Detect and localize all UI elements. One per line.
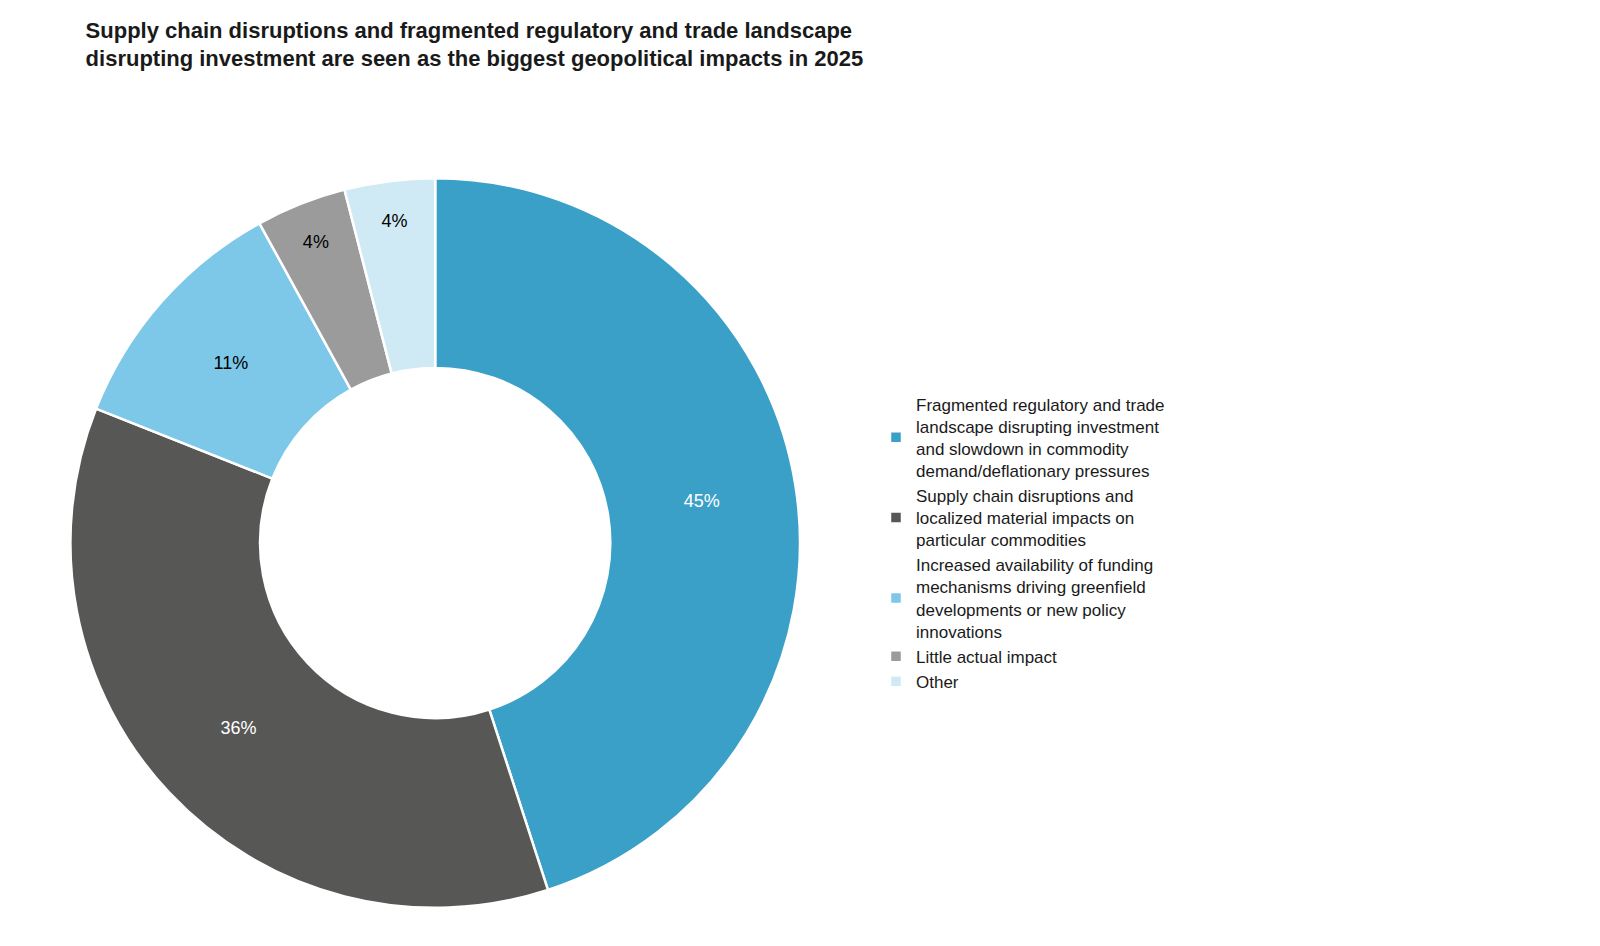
svg-text:Little actual impact: Little actual impact — [916, 648, 1057, 667]
svg-text:Supply chain disruptions and f: Supply chain disruptions and fragmented … — [86, 18, 864, 72]
svg-text:11%: 11% — [213, 353, 248, 373]
svg-text:Fragmented regulatory and trad: Fragmented regulatory and tradelandscape… — [916, 396, 1165, 481]
svg-text:4%: 4% — [382, 211, 408, 231]
svg-text:45%: 45% — [684, 491, 720, 511]
svg-text:4%: 4% — [303, 232, 329, 252]
svg-text:Increased availability of fund: Increased availability of fundingmechani… — [916, 556, 1153, 641]
svg-text:Supply chain disruptions andlo: Supply chain disruptions andlocalized ma… — [916, 487, 1134, 550]
svg-text:Other: Other — [916, 673, 959, 692]
svg-text:36%: 36% — [220, 718, 256, 738]
